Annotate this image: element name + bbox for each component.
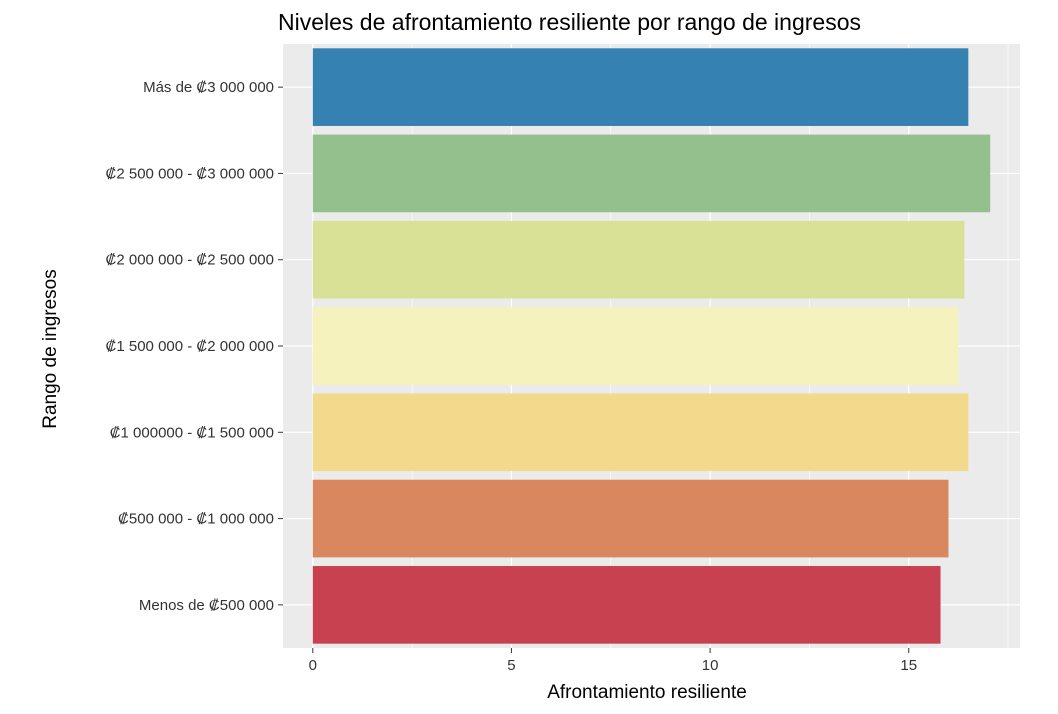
y-tick-label: Más de ₡3 000 000 [143, 79, 274, 96]
x-tick-label: 10 [702, 657, 719, 674]
bar [312, 220, 965, 299]
bar [312, 566, 941, 644]
y-tick-label: Menos de ₡500 000 [139, 597, 274, 614]
bar [312, 307, 959, 385]
y-tick-label: ₡500 000 - ₡1 000 000 [118, 511, 274, 528]
x-axis-title: Afrontamiento resiliente [547, 682, 747, 703]
bar [312, 134, 991, 213]
y-tick-label: ₡2 500 000 - ₡3 000 000 [106, 165, 274, 182]
y-tick-label: ₡1 000000 - ₡1 500 000 [110, 424, 274, 441]
x-tick-label: 0 [309, 657, 317, 674]
x-tick-label: 15 [900, 657, 917, 674]
x-tick-label: 5 [507, 657, 515, 674]
bar [312, 48, 969, 126]
axes: Más de ₡3 000 000 ₡2 500 000 - ₡3 000 000… [106, 79, 918, 674]
bar [312, 479, 949, 558]
chart-title: Niveles de afrontamiento resiliente por … [278, 9, 861, 35]
y-axis-title: Rango de ingresos [40, 269, 61, 429]
y-tick-label: ₡2 000 000 - ₡2 500 000 [106, 252, 274, 269]
bars [312, 48, 991, 644]
y-tick-label: ₡1 500 000 - ₡2 000 000 [106, 338, 274, 355]
bar [312, 393, 969, 472]
